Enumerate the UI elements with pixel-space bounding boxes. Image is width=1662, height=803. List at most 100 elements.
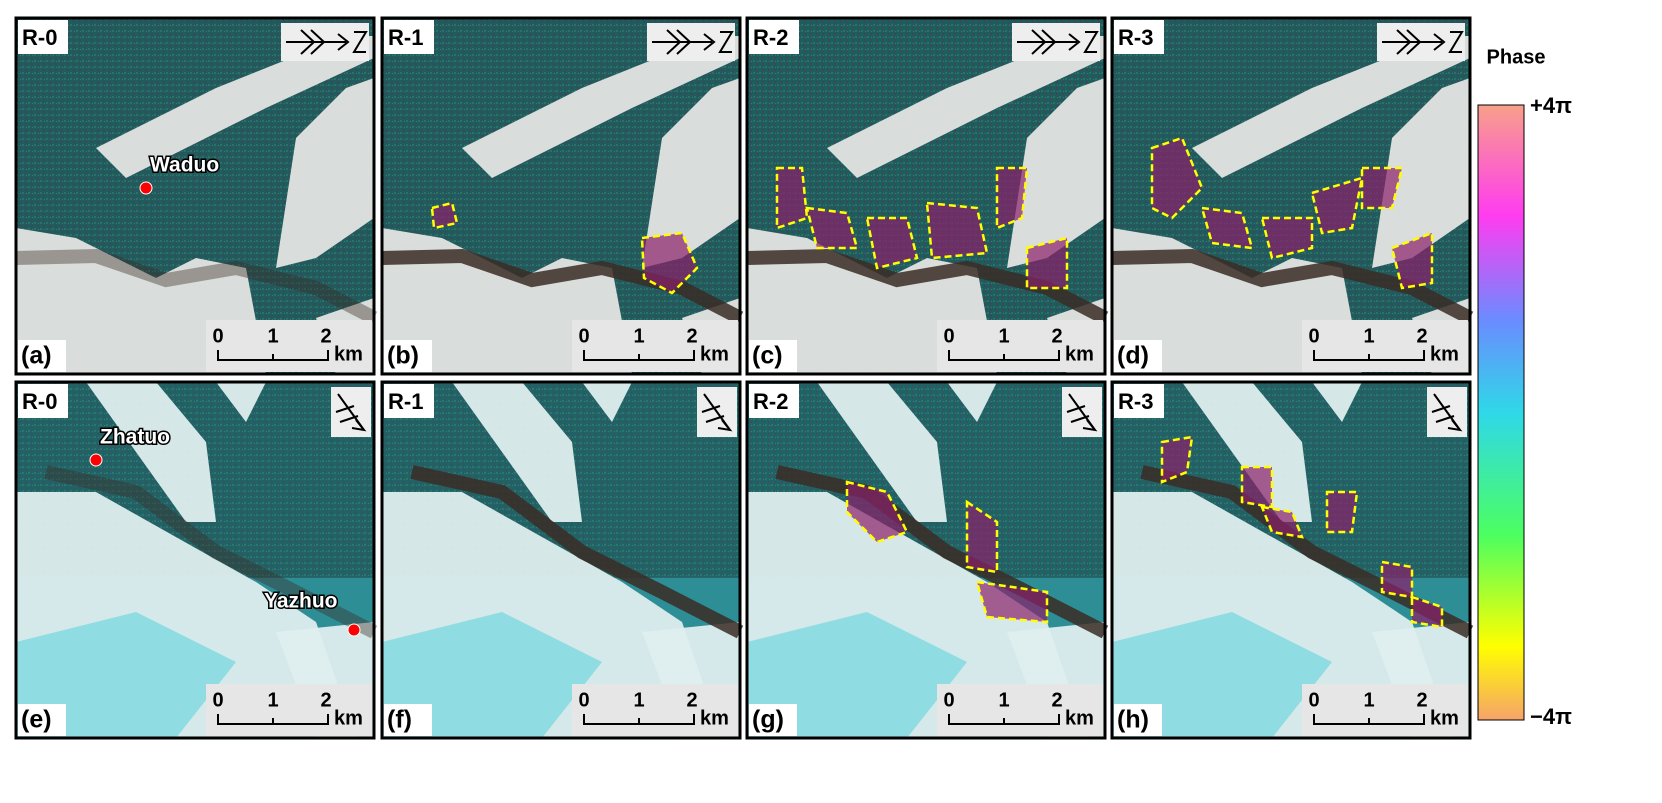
landslide-fill bbox=[1312, 178, 1362, 233]
panel-letter: (a) bbox=[21, 342, 52, 370]
region-box bbox=[18, 20, 68, 54]
scale-unit: km bbox=[1065, 707, 1094, 729]
scale-unit: km bbox=[334, 707, 363, 729]
colorbar bbox=[1477, 104, 1525, 721]
landslide-fill bbox=[867, 218, 917, 268]
landslide-outline bbox=[1410, 595, 1444, 629]
landslide-outline bbox=[865, 216, 919, 270]
landslide-fill bbox=[1382, 562, 1412, 597]
landslide-fill bbox=[1327, 492, 1357, 532]
colorbar-max: +4π bbox=[1530, 93, 1572, 118]
place-name: Waduo bbox=[150, 154, 219, 177]
scale-tick-label: 0 bbox=[1308, 325, 1319, 347]
letter-box bbox=[1114, 340, 1162, 372]
landslide-outline bbox=[1260, 216, 1314, 260]
panel-border bbox=[1110, 16, 1472, 376]
scale-tick-label: 0 bbox=[578, 325, 589, 347]
landslide-fill bbox=[807, 208, 857, 248]
mountain bbox=[86, 382, 216, 522]
slope-cyan bbox=[382, 612, 602, 738]
scale-tick-label: 1 bbox=[633, 689, 644, 711]
scale-tick-label: 2 bbox=[1051, 325, 1062, 347]
mountain bbox=[817, 382, 947, 522]
landslide-fill bbox=[977, 582, 1047, 622]
region-label: R-0 bbox=[22, 389, 57, 414]
scale-unit: km bbox=[1430, 343, 1459, 365]
region-label: R-3 bbox=[1118, 25, 1153, 50]
letter-box bbox=[1114, 704, 1162, 736]
north-arrow bbox=[1066, 393, 1098, 432]
scale-tick-label: 0 bbox=[212, 689, 223, 711]
letter-box bbox=[18, 704, 66, 736]
scale-tick-label: 2 bbox=[1051, 689, 1062, 711]
region-box bbox=[1114, 384, 1164, 418]
scale-unit: km bbox=[1065, 343, 1094, 365]
scale-unit: km bbox=[334, 343, 363, 365]
scale-line bbox=[948, 350, 1060, 361]
north-arrow bbox=[652, 29, 734, 55]
river bbox=[381, 248, 744, 325]
scale-tick-label: 0 bbox=[212, 325, 223, 347]
panel-letter: (c) bbox=[752, 342, 783, 370]
landslide-fill bbox=[1262, 218, 1312, 258]
scale-tick-label: 1 bbox=[998, 325, 1009, 347]
scale-box bbox=[1302, 320, 1468, 372]
river bbox=[44, 465, 378, 639]
mountain bbox=[947, 382, 997, 422]
north-arrow bbox=[286, 29, 368, 55]
north-arrow bbox=[1431, 393, 1463, 432]
letter-box bbox=[18, 340, 66, 372]
north-arrow bbox=[1382, 29, 1464, 55]
scale-box bbox=[937, 684, 1103, 736]
river bbox=[15, 248, 378, 325]
landslide-outline bbox=[1200, 206, 1254, 250]
landslide-fill bbox=[642, 233, 697, 293]
landslide-outline bbox=[430, 201, 459, 230]
letter-box bbox=[749, 340, 797, 372]
scale-box bbox=[572, 684, 738, 736]
landslide-fill bbox=[777, 168, 807, 228]
place-marker bbox=[89, 453, 103, 467]
mountain bbox=[1192, 36, 1470, 178]
mountain bbox=[452, 382, 582, 522]
panel: R-2 (c) 0 1 2km bbox=[745, 16, 1109, 376]
place-marker bbox=[139, 181, 153, 195]
mountain bbox=[582, 382, 632, 422]
slope-cyan bbox=[747, 612, 967, 738]
mountain bbox=[276, 78, 374, 268]
panel-border bbox=[745, 16, 1107, 376]
mountain bbox=[827, 36, 1105, 178]
panel: R-0 (e) 0 1 2km Zhatuo Yazhuo bbox=[14, 380, 378, 740]
landslide-outline bbox=[965, 499, 999, 574]
scale-line bbox=[583, 350, 695, 361]
scale-tick-label: 2 bbox=[686, 325, 697, 347]
panel: R-3 (h) 0 1 2km bbox=[1110, 380, 1474, 740]
scale-tick-label: 0 bbox=[943, 325, 954, 347]
landslide-fill bbox=[1202, 208, 1252, 248]
region-box bbox=[749, 20, 799, 54]
landslide-fill bbox=[1242, 467, 1272, 507]
region-label: R-2 bbox=[753, 25, 788, 50]
colorbar-title: Phase bbox=[1487, 46, 1546, 68]
region-label: R-1 bbox=[388, 25, 423, 50]
scale-tick-label: 2 bbox=[1416, 325, 1427, 347]
north-arrow bbox=[335, 393, 367, 432]
river bbox=[1111, 248, 1474, 325]
letter-box bbox=[384, 340, 432, 372]
region-box bbox=[18, 384, 68, 418]
region-box bbox=[749, 384, 799, 418]
panel-border bbox=[1110, 380, 1472, 740]
panel-letter: (f) bbox=[387, 706, 412, 734]
scale-tick-label: 1 bbox=[1363, 689, 1374, 711]
panel-border bbox=[745, 380, 1107, 740]
scale-tick-label: 1 bbox=[1363, 325, 1374, 347]
scale-box bbox=[572, 320, 738, 372]
slope-cyan bbox=[1112, 612, 1332, 738]
landslide-outline bbox=[1150, 136, 1204, 220]
panel: R-3 (d) 0 1 2km bbox=[1110, 16, 1474, 376]
mountain bbox=[1007, 78, 1105, 268]
letter-box bbox=[384, 704, 432, 736]
region-box bbox=[1114, 20, 1164, 54]
region-label: R-3 bbox=[1118, 389, 1153, 414]
